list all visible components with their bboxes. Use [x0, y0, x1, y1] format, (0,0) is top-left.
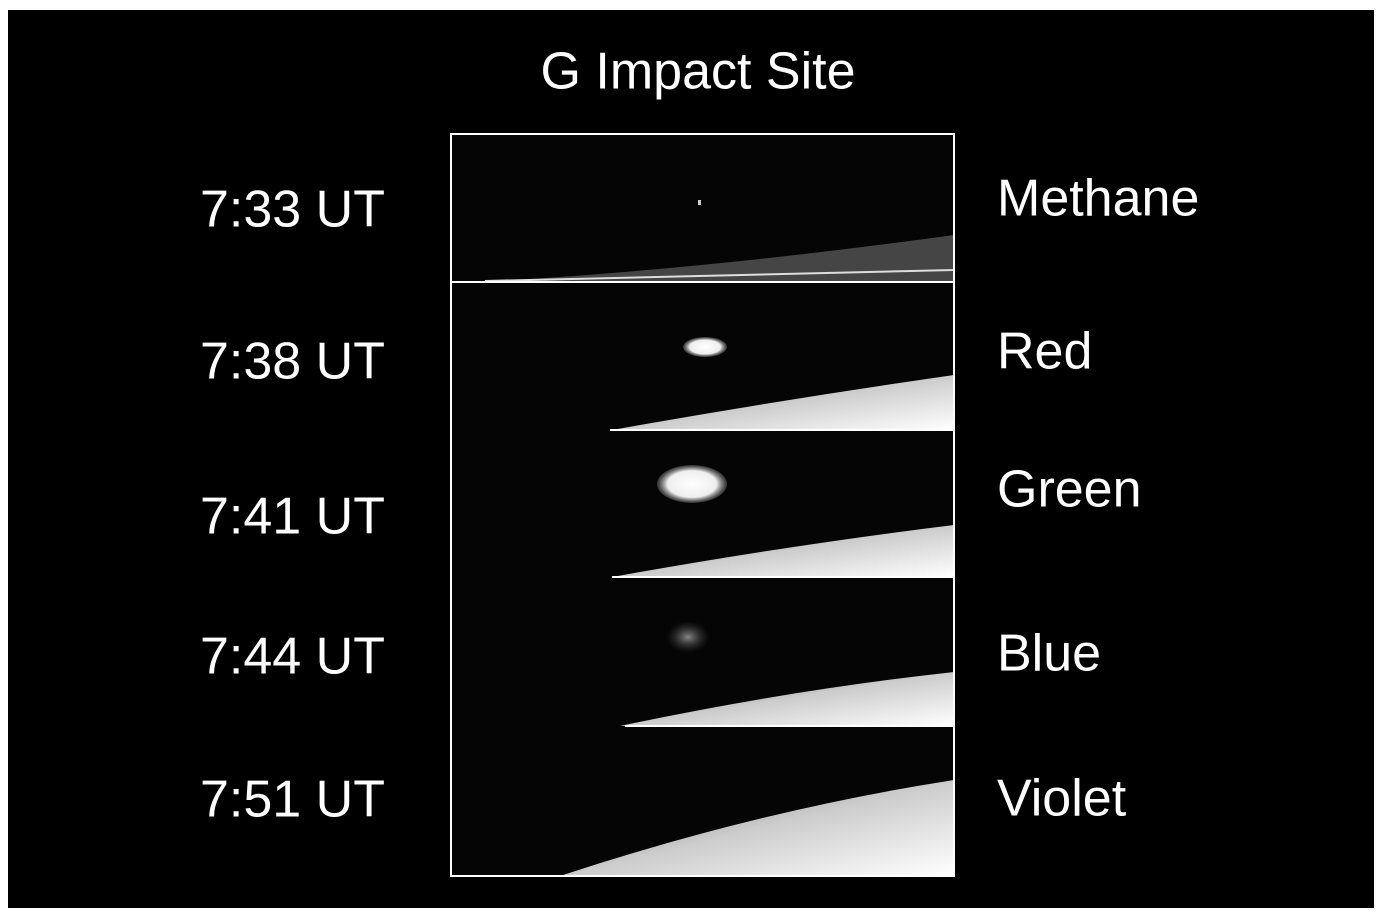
- page: G Impact Site 7:33 UT Methane 7:38 UT Red 7:…: [0, 0, 1382, 918]
- filter-label: Blue: [997, 625, 1101, 683]
- title: G Impact Site: [541, 43, 856, 101]
- time-label: 7:51 UT: [200, 771, 385, 829]
- time-label: 7:33 UT: [200, 181, 385, 239]
- time-label: 7:41 UT: [200, 488, 385, 546]
- filter-label: Methane: [997, 170, 1199, 228]
- image-panels: [451, 134, 954, 876]
- figure: G Impact Site 7:33 UT Methane 7:38 UT Red 7:…: [0, 0, 1382, 918]
- filter-label: Green: [997, 461, 1142, 519]
- time-label: 7:38 UT: [200, 333, 385, 391]
- filter-label: Red: [997, 323, 1092, 381]
- time-label: 7:44 UT: [200, 628, 385, 686]
- filter-label: Violet: [997, 770, 1127, 828]
